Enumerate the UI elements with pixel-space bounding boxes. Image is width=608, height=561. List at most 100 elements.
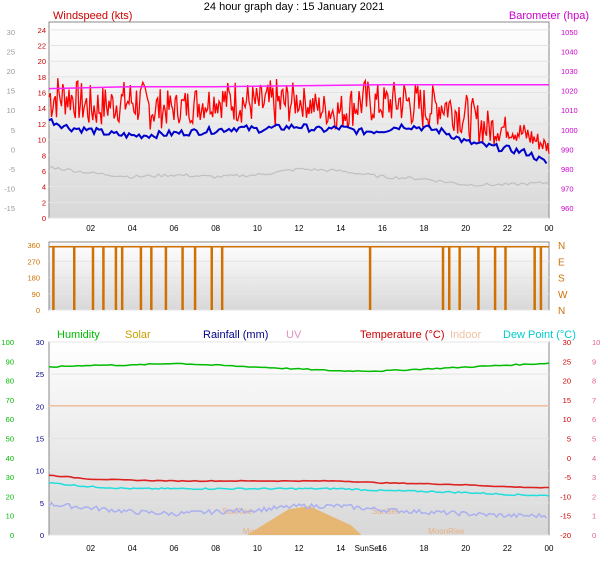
y-right-tick-label: 1040	[561, 47, 578, 56]
x-tick-label: 10	[253, 544, 262, 553]
y-outer-tick-label: -5	[8, 165, 15, 174]
y-right-tick-label: 1030	[561, 67, 578, 76]
direction-tick-label: 180	[27, 274, 40, 283]
x-tick-label: 04	[128, 544, 137, 553]
y-right-tick-label: 990	[561, 145, 574, 154]
humidity-tick-label: 60	[6, 415, 14, 424]
x-tick-label: 22	[503, 544, 512, 553]
compass-label: N	[558, 241, 565, 252]
y-left-tick-label: 22	[38, 42, 46, 51]
y-outer-tick-label: -10	[4, 185, 15, 194]
x-tick-label: 00	[545, 224, 554, 233]
y-left-tick-label: 6	[42, 167, 46, 176]
direction-dip	[539, 246, 543, 310]
direction-dip	[73, 246, 76, 310]
y-left-tick-label: 12	[38, 120, 46, 129]
direction-dip	[493, 246, 497, 310]
direction-tick-label: 0	[36, 306, 40, 315]
temp-tick-label: -20	[560, 531, 571, 540]
x-tick-label: 16	[378, 544, 387, 553]
sunrise-label: SunRise	[222, 507, 253, 516]
direction-dip	[193, 246, 197, 310]
barometer-label: Barometer (hpa)	[509, 10, 589, 22]
humidity-tick-label: 30	[6, 473, 14, 482]
y-right-tick-label: 1020	[561, 87, 578, 96]
uv-tick-label: 2	[592, 492, 596, 501]
direction-tick-label: 360	[27, 241, 40, 250]
direction-dip	[210, 246, 213, 310]
temp-panel-marks: 0102030405060708090100051015202530-20-15…	[1, 338, 600, 553]
direction-panel-bg	[48, 241, 550, 311]
y-outer-tick-label: 20	[7, 67, 15, 76]
uv-tick-label: 4	[592, 454, 596, 463]
x-tick-label: 06	[170, 224, 179, 233]
dewpoint-line	[48, 481, 550, 497]
direction-dip	[477, 246, 480, 310]
rain-tick-label: 30	[36, 338, 44, 347]
uv-tick-label: 8	[592, 377, 596, 386]
x-tick-label: 02	[86, 544, 95, 553]
humidity-tick-label: 70	[6, 396, 14, 405]
compass-label: S	[558, 274, 565, 285]
y-outer-tick-label: 5	[11, 126, 15, 135]
uv-tick-label: 0	[592, 531, 596, 540]
y-outer-tick-label: 30	[7, 28, 15, 37]
direction-dip	[504, 246, 507, 310]
humidity-tick-label: 80	[6, 377, 14, 386]
direction-dip	[102, 246, 105, 310]
sunset-tick-label: SunSet	[355, 544, 382, 553]
temp-tick-label: 0	[567, 454, 571, 463]
direction-dip	[533, 246, 536, 310]
humidity-tick-label: 50	[6, 435, 14, 444]
y-left-tick-label: 4	[42, 183, 46, 192]
direction-tick-label: 270	[27, 257, 40, 266]
y-left-tick-label: 18	[38, 73, 46, 82]
x-tick-label: 10	[253, 224, 262, 233]
direction-dip	[114, 246, 118, 310]
solar-area	[246, 506, 362, 535]
bottom-legend: Humidity Solar Rainfall (mm) UV Temperature …	[57, 329, 576, 341]
uv-tick-label: 6	[592, 415, 596, 424]
top-panel-bg	[48, 21, 550, 219]
outer-temp-line	[49, 166, 550, 187]
x-tick-label: 14	[336, 224, 345, 233]
direction-tick-label: 90	[32, 290, 40, 299]
rain-tick-label: 0	[40, 531, 44, 540]
compass-label: N	[558, 306, 565, 317]
top-panel-marks: 024681012141618202224-15-10-505101520253…	[4, 26, 578, 233]
x-tick-label: 14	[336, 544, 345, 553]
temp-tick-label: 20	[563, 377, 571, 386]
x-tick-label: 08	[211, 224, 220, 233]
y-left-tick-label: 16	[38, 89, 46, 98]
x-tick-label: 02	[86, 224, 95, 233]
uv-tick-label: 7	[592, 396, 596, 405]
x-tick-label: 20	[461, 224, 470, 233]
wind-gust-line	[48, 78, 550, 154]
uv-tick-label: 10	[592, 338, 600, 347]
legend-item: Dew Point (°C)	[503, 329, 576, 341]
humidity-tick-label: 100	[1, 338, 14, 347]
y-outer-tick-label: 10	[7, 106, 15, 115]
wind-speed-line	[48, 117, 548, 165]
humidity-tick-label: 0	[10, 531, 14, 540]
direction-dip	[458, 246, 461, 310]
temp-tick-label: 30	[563, 338, 571, 347]
x-tick-label: 12	[295, 544, 304, 553]
humidity-tick-label: 10	[6, 512, 14, 521]
legend-item: Rainfall (mm)	[203, 329, 268, 341]
direction-dip	[164, 246, 168, 310]
y-left-tick-label: 20	[38, 57, 46, 66]
y-right-tick-label: 970	[561, 185, 574, 194]
y-outer-tick-label: 15	[7, 87, 15, 96]
temp-tick-label: 15	[563, 396, 571, 405]
humidity-line	[48, 362, 550, 373]
y-left-tick-label: 2	[42, 198, 46, 207]
y-right-tick-label: 1050	[561, 28, 578, 37]
direction-dip	[120, 246, 124, 310]
y-left-tick-label: 0	[42, 214, 46, 223]
y-left-tick-label: 14	[38, 104, 46, 113]
temp-tick-label: -5	[564, 473, 571, 482]
direction-dip	[91, 246, 95, 310]
